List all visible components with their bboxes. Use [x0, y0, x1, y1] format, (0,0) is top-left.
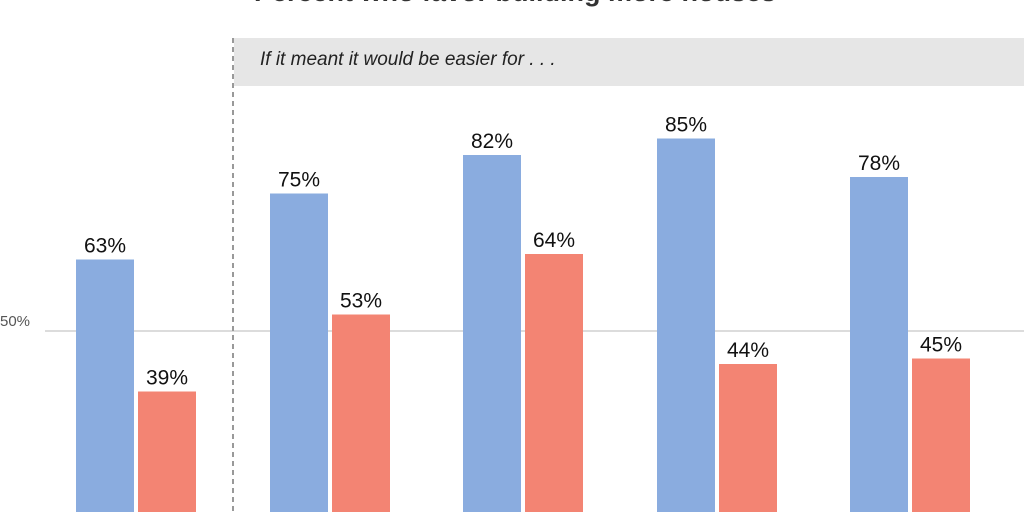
data-label-series2-group1: 39% — [146, 367, 188, 390]
bar-series2-group5 — [912, 358, 970, 512]
data-label-series1-group1: 63% — [84, 235, 126, 258]
bar-series1-group4 — [657, 138, 715, 512]
bar-series2-group3 — [525, 254, 583, 512]
bar-series1-group1 — [76, 259, 134, 512]
bar-series1-group5 — [850, 177, 908, 512]
bar-series2-group1 — [138, 391, 196, 512]
data-label-series1-group3: 82% — [471, 130, 513, 153]
annotation-label: If it meant it would be easier for . . . — [260, 49, 556, 70]
data-label-series1-group4: 85% — [665, 114, 707, 137]
data-label-series1-group2: 75% — [278, 169, 320, 192]
data-label-series1-group5: 78% — [858, 152, 900, 175]
annotation-panel: If it meant it would be easier for . . . — [234, 38, 1024, 86]
reference-label: 50% — [0, 313, 30, 330]
bar-series1-group2 — [270, 193, 328, 512]
bar-series2-group2 — [332, 314, 390, 512]
data-label-series2-group5: 45% — [920, 334, 962, 357]
chart-title: Percent who favor building more houses — [0, 0, 1024, 8]
bar-series1-group3 — [463, 155, 521, 512]
data-label-series2-group4: 44% — [727, 339, 769, 362]
bar-series2-group4 — [719, 364, 777, 512]
data-label-series2-group2: 53% — [340, 290, 382, 313]
data-label-series2-group3: 64% — [533, 229, 575, 252]
